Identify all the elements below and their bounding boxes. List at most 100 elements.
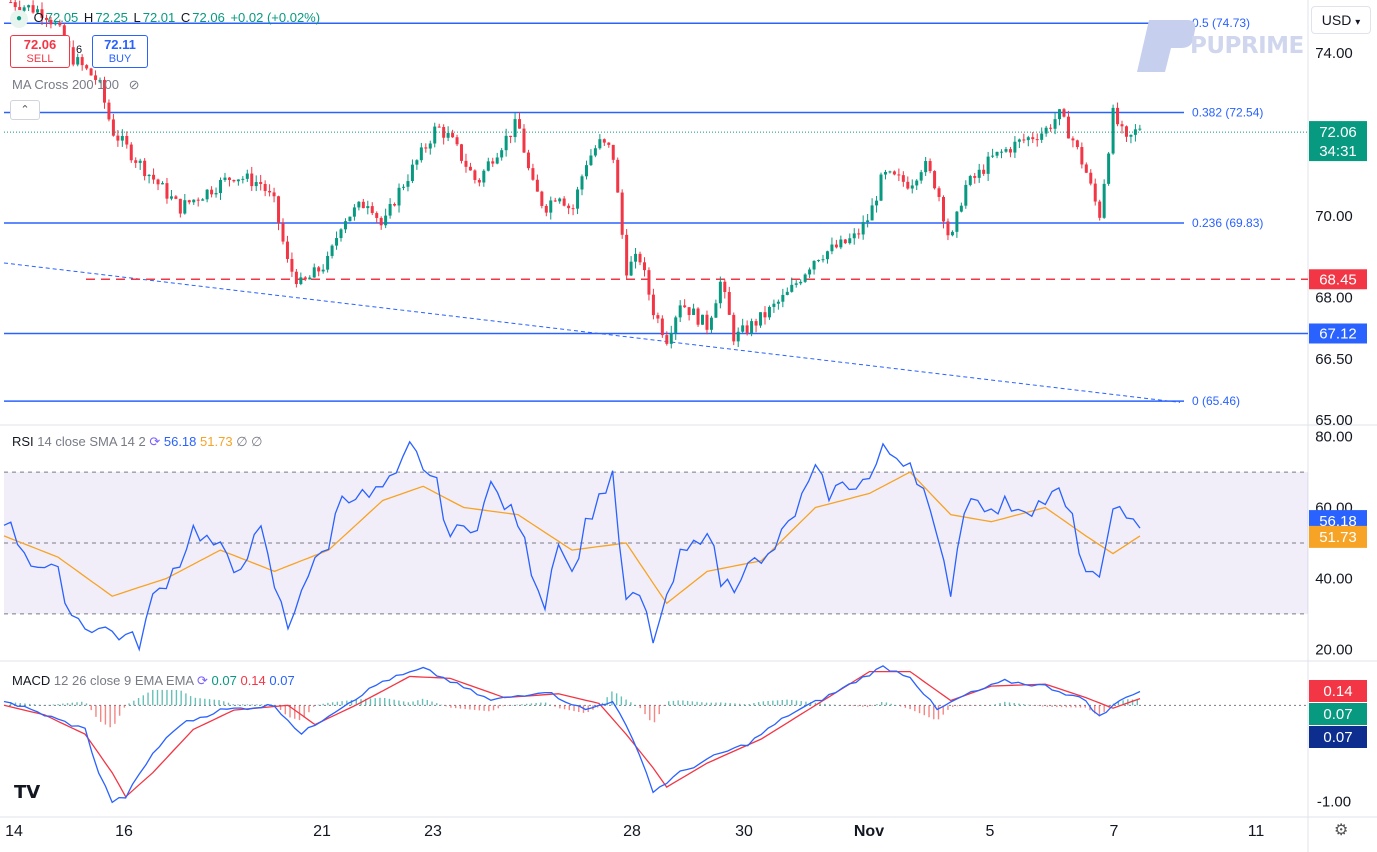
hidden-eye-icon[interactable]: ⊘ — [128, 77, 140, 92]
candle-body — [187, 200, 191, 203]
candle-body — [861, 222, 865, 235]
candle-body — [848, 238, 852, 244]
candle-body — [241, 178, 245, 180]
macd-histogram-bar — [852, 705, 854, 707]
candle-body — [9, 2, 13, 4]
macd-histogram-bar — [918, 705, 921, 714]
candle-body — [634, 253, 638, 262]
macd-histogram-bar — [667, 701, 670, 706]
macd-histogram-bar — [748, 704, 750, 706]
macd-histogram-bar — [923, 705, 925, 716]
macd-histogram-bar — [223, 701, 225, 706]
macd-histogram-bar — [814, 702, 817, 706]
candle-body — [375, 213, 379, 218]
macd-histogram-bar — [516, 704, 518, 706]
rsi-params: 14 close SMA 14 2 — [37, 434, 146, 449]
macd-histogram-bar — [66, 703, 69, 706]
candle-body — [1111, 107, 1115, 154]
macd-histogram-bar — [880, 702, 883, 706]
ma-label: MA Cross 200 100 — [12, 77, 119, 92]
rsi-settings-icon[interactable]: ⟳ — [149, 434, 161, 449]
macd-histogram-bar — [1131, 699, 1134, 706]
macd-histogram-bar — [336, 701, 339, 706]
macd-histogram-bar — [473, 705, 476, 710]
time-axis-label: Nov — [854, 823, 884, 840]
candle-body — [995, 151, 999, 156]
candle-body — [705, 314, 709, 330]
macd-histogram-bar — [710, 702, 712, 706]
candle-body — [94, 75, 98, 80]
macd-histogram-bar — [762, 701, 765, 706]
macd-histogram-bar — [412, 701, 414, 706]
macd-histogram-bar — [62, 703, 64, 706]
macd-line — [3, 665, 1141, 804]
candle-body — [906, 181, 910, 189]
candle-body — [937, 188, 941, 197]
candle-body — [250, 173, 254, 187]
macd-histogram-bar — [682, 700, 684, 706]
candle-body — [361, 201, 365, 209]
macd-settings-icon[interactable]: ⟳ — [197, 673, 208, 688]
macd-histogram-bar — [568, 705, 570, 711]
candle-body — [696, 308, 700, 325]
sell-button[interactable]: 72.06 SELL — [10, 35, 70, 68]
macd-histogram-bar — [975, 705, 978, 706]
candle-body — [1129, 134, 1133, 137]
candle-body — [446, 133, 450, 138]
candle-body — [843, 239, 847, 244]
candle-body — [857, 233, 861, 235]
price-level-tag — [1309, 323, 1367, 344]
candle-body — [415, 160, 419, 165]
symbol-status-icon: ● — [10, 10, 28, 28]
macd-histogram-bar — [691, 701, 694, 706]
candle-body — [1102, 183, 1106, 218]
candle-body — [290, 258, 294, 272]
ma-indicator-legend[interactable]: MA Cross 200 100 ⊘ — [12, 77, 139, 93]
macd-histogram-bar — [521, 704, 523, 706]
candle-body — [259, 182, 263, 184]
candle-body — [326, 255, 330, 270]
macd-histogram-bar — [478, 705, 481, 711]
candle-body — [370, 206, 374, 214]
macd-histogram-bar — [346, 700, 348, 706]
settings-gear-icon[interactable]: ⚙ — [1334, 822, 1349, 839]
macd-histogram-bar — [980, 705, 982, 706]
rsi-legend: RSI 14 close SMA 14 2 ⟳ 56.18 51.73 ∅ ∅ — [12, 434, 262, 450]
candle-body — [509, 135, 513, 137]
macd-histogram-bar — [1103, 705, 1105, 713]
macd-histogram-bar — [365, 698, 367, 706]
currency-selector[interactable]: USD ▾ — [1311, 6, 1371, 34]
time-axis-label: 14 — [5, 823, 23, 840]
tradingview-logo-icon[interactable]: TV — [14, 782, 41, 803]
candle-body — [357, 201, 361, 208]
macd-histogram-bar — [1070, 705, 1072, 708]
macd-histogram-bar — [738, 703, 741, 706]
macd-histogram-bar — [961, 705, 963, 706]
macd-histogram-bar — [620, 696, 623, 706]
macd-histogram-bar — [284, 705, 286, 715]
macd-histogram-bar — [175, 689, 178, 706]
macd-hist-tag — [1309, 703, 1367, 725]
candle-body — [741, 325, 745, 332]
candle-body — [178, 198, 182, 214]
macd-histogram-bar — [1093, 705, 1096, 714]
macd-histogram-bar — [540, 702, 542, 706]
macd-histogram-bar — [1117, 701, 1120, 706]
macd-histogram-bar — [374, 698, 376, 706]
macd-histogram-bar — [970, 705, 973, 706]
candle-body — [656, 315, 660, 319]
candle-body — [165, 183, 169, 199]
macd-histogram-bar — [133, 700, 135, 706]
time-axis-label: 7 — [1110, 823, 1119, 840]
collapse-legend-button[interactable]: ⌃ — [10, 100, 40, 120]
candle-body — [674, 317, 678, 333]
candle-body — [89, 68, 93, 76]
buy-button[interactable]: 72.11 BUY — [92, 35, 148, 68]
candle-body — [1004, 149, 1008, 152]
macd-histogram-bar — [57, 704, 59, 706]
candle-body — [491, 161, 495, 164]
macd-histogram-bar — [734, 703, 736, 706]
candle-body — [401, 186, 405, 188]
macd-histogram-bar — [909, 705, 911, 710]
